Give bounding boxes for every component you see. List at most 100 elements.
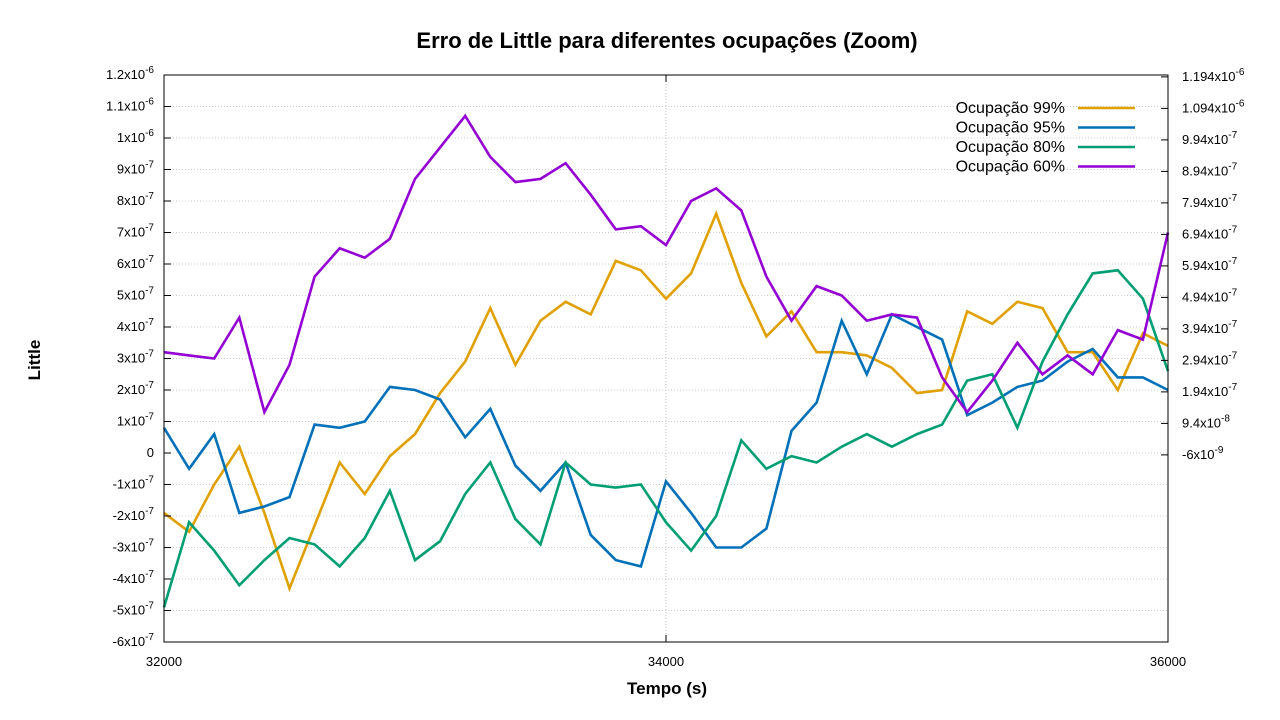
y-tick-label: 1.2x10-6 bbox=[106, 65, 154, 82]
x-tick-label: 32000 bbox=[146, 654, 182, 669]
y2-tick-mantissa: 8.94x10 bbox=[1182, 163, 1228, 178]
y-tick-mantissa: 1x10 bbox=[117, 130, 145, 145]
x-tick-label: 36000 bbox=[1150, 654, 1186, 669]
y-tick-mantissa: -5x10 bbox=[113, 603, 146, 618]
y2-tick-mantissa: 5.94x10 bbox=[1182, 258, 1228, 273]
y-tick-exponent: -6 bbox=[145, 65, 154, 76]
y2-tick-exponent: -7 bbox=[1228, 193, 1237, 204]
y-tick-mantissa: 3x10 bbox=[117, 351, 145, 366]
y-tick-label: -2x10-7 bbox=[113, 506, 155, 523]
series-line-0 bbox=[163, 210, 1169, 593]
y2-tick-exponent: -7 bbox=[1228, 350, 1237, 361]
y-tick-exponent: -7 bbox=[145, 160, 154, 171]
y2-tick-exponent: -6 bbox=[1236, 67, 1245, 78]
y2-tick-exponent: -7 bbox=[1228, 224, 1237, 235]
y-axis-label: Little bbox=[25, 340, 44, 381]
y2-tick-label: 2.94x10-7 bbox=[1182, 350, 1238, 367]
y-tick-mantissa: 4x10 bbox=[117, 319, 145, 334]
y2-tick-mantissa: 1.194x10 bbox=[1182, 69, 1236, 84]
y-tick-label: 1.1x10-6 bbox=[106, 97, 154, 114]
y2-tick-exponent: -6 bbox=[1236, 98, 1245, 109]
y-tick-label: 1x10-7 bbox=[117, 412, 155, 429]
legend: Ocupação 99% Ocupação 95% Ocupação 80% Ocup… bbox=[956, 100, 1135, 176]
legend-label: Ocupação 95% bbox=[956, 120, 1065, 137]
y-tick-label: 9x10-7 bbox=[117, 160, 155, 177]
y-tick-label: 1x10-6 bbox=[117, 128, 155, 145]
x-axis-label: Tempo (s) bbox=[627, 679, 707, 698]
y2-tick-mantissa: 7.94x10 bbox=[1182, 195, 1228, 210]
y-tick-exponent: -7 bbox=[145, 412, 154, 423]
y2-tick-mantissa: 9.94x10 bbox=[1182, 132, 1228, 147]
y2-tick-mantissa: 9.4x10 bbox=[1182, 415, 1221, 430]
y-tick-label: 3x10-7 bbox=[117, 349, 155, 366]
y-tick-mantissa: -2x10 bbox=[113, 508, 146, 523]
series-line-2 bbox=[162, 268, 1170, 608]
y-tick-mantissa: 5x10 bbox=[117, 288, 145, 303]
y-tick-label: -5x10-7 bbox=[113, 601, 155, 618]
y-tick-mantissa: 1.2x10 bbox=[106, 67, 145, 82]
y-tick-exponent: -7 bbox=[145, 632, 154, 643]
y-tick-mantissa: -3x10 bbox=[113, 540, 146, 555]
series-layer bbox=[162, 113, 1170, 608]
y-tick-mantissa: 7x10 bbox=[117, 225, 145, 240]
y2-tick-label: 9.4x10-8 bbox=[1182, 413, 1230, 430]
y2-tick-label: 3.94x10-7 bbox=[1182, 319, 1238, 336]
y2-tick-label: -6x10-9 bbox=[1182, 445, 1224, 462]
y-tick-label: 4x10-7 bbox=[117, 317, 155, 334]
y-tick-exponent: -7 bbox=[145, 601, 154, 612]
y2-tick-label: 1.194x10-6 bbox=[1182, 67, 1245, 84]
y2-tick-label: 8.94x10-7 bbox=[1182, 161, 1238, 178]
y2-tick-mantissa: 6.94x10 bbox=[1182, 226, 1228, 241]
y2-tick-mantissa: 2.94x10 bbox=[1182, 352, 1228, 367]
series-line-3 bbox=[163, 113, 1170, 416]
y2-tick-exponent: -7 bbox=[1228, 161, 1237, 172]
y2-tick-exponent: -7 bbox=[1228, 130, 1237, 141]
y2-tick-label: 7.94x10-7 bbox=[1182, 193, 1238, 210]
y-tick-mantissa: 6x10 bbox=[117, 256, 145, 271]
y-tick-exponent: -7 bbox=[145, 349, 154, 360]
y-tick-label: -3x10-7 bbox=[113, 538, 155, 555]
y2-tick-exponent: -7 bbox=[1228, 256, 1237, 267]
y-tick-mantissa: 9x10 bbox=[117, 162, 145, 177]
y2-tick-label: 1.94x10-7 bbox=[1182, 382, 1238, 399]
y2-tick-mantissa: 1.94x10 bbox=[1182, 384, 1228, 399]
y-tick-label: 8x10-7 bbox=[117, 191, 155, 208]
y2-tick-mantissa: 3.94x10 bbox=[1182, 321, 1228, 336]
y-tick-mantissa: -6x10 bbox=[113, 634, 146, 649]
y-tick-mantissa: -1x10 bbox=[113, 477, 146, 492]
y2-tick-label: 5.94x10-7 bbox=[1182, 256, 1238, 273]
y-tick-label: 2x10-7 bbox=[117, 380, 155, 397]
chart-title: Erro de Little para diferentes ocupações… bbox=[416, 28, 917, 53]
legend-label: Ocupação 99% bbox=[956, 100, 1065, 117]
y2-tick-label: 4.94x10-7 bbox=[1182, 287, 1238, 304]
y-tick-exponent: -7 bbox=[145, 569, 154, 580]
y2-tick-mantissa: 4.94x10 bbox=[1182, 289, 1228, 304]
y-tick-exponent: -7 bbox=[145, 286, 154, 297]
y-tick-exponent: -7 bbox=[145, 475, 154, 486]
y-tick-exponent: -7 bbox=[145, 538, 154, 549]
y-tick-exponent: -7 bbox=[145, 223, 154, 234]
y2-tick-label: 9.94x10-7 bbox=[1182, 130, 1238, 147]
y2-tick-exponent: -7 bbox=[1228, 382, 1237, 393]
y2-tick-label: 1.094x10-6 bbox=[1182, 98, 1245, 115]
y-tick-label: 7x10-7 bbox=[117, 223, 155, 240]
y-tick-label: -6x10-7 bbox=[113, 632, 155, 649]
y-tick-label: -1x10-7 bbox=[113, 475, 155, 492]
y-tick-label: 5x10-7 bbox=[117, 286, 155, 303]
y2-tick-mantissa: -6x10 bbox=[1182, 447, 1215, 462]
y-tick-mantissa: 1.1x10 bbox=[106, 99, 145, 114]
legend-label: Ocupação 60% bbox=[956, 159, 1065, 176]
y-tick-exponent: -7 bbox=[145, 317, 154, 328]
y2-tick-exponent: -7 bbox=[1228, 287, 1237, 298]
y2-tick-mantissa: 1.094x10 bbox=[1182, 100, 1236, 115]
y-tick-exponent: -7 bbox=[145, 191, 154, 202]
y2-tick-exponent: -7 bbox=[1228, 319, 1237, 330]
y-tick-mantissa: 2x10 bbox=[117, 382, 145, 397]
y-tick-label: 0 bbox=[147, 445, 154, 460]
series-line-1 bbox=[162, 312, 1169, 568]
y-tick-exponent: -6 bbox=[145, 128, 154, 139]
y-tick-label: -4x10-7 bbox=[113, 569, 155, 586]
y-tick-mantissa: 1x10 bbox=[117, 414, 145, 429]
y-tick-exponent: -7 bbox=[145, 254, 154, 265]
